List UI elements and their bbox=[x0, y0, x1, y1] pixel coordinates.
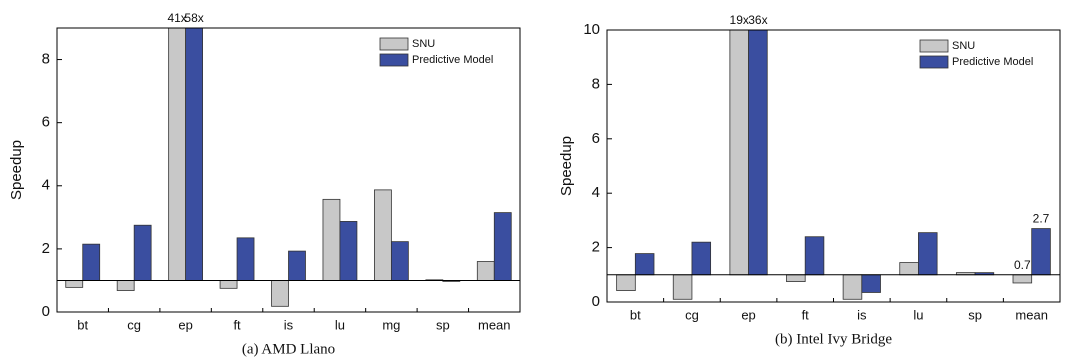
bar bbox=[236, 237, 255, 281]
y-axis-label: Speedup bbox=[8, 140, 25, 200]
y-axis-label: Speedup bbox=[558, 136, 575, 196]
bar bbox=[616, 274, 636, 291]
bar bbox=[729, 30, 749, 276]
x-tick-label: mg bbox=[382, 317, 400, 332]
x-tick-label: mean bbox=[478, 317, 511, 332]
bar bbox=[748, 30, 768, 276]
bar bbox=[219, 280, 238, 289]
bar bbox=[861, 274, 881, 293]
caption: (b) Intel Ivy Bridge bbox=[775, 331, 892, 347]
y-tick-label: 0 bbox=[592, 293, 600, 310]
bar bbox=[168, 28, 187, 281]
x-tick-label: cg bbox=[685, 307, 699, 322]
bar bbox=[899, 262, 919, 276]
bar bbox=[339, 221, 358, 281]
legend-swatch bbox=[379, 37, 409, 51]
bar bbox=[65, 280, 84, 288]
bar bbox=[82, 243, 101, 281]
x-tick-label: is bbox=[857, 307, 867, 322]
bar bbox=[918, 232, 938, 276]
bar bbox=[786, 274, 806, 282]
y-tick-label: 6 bbox=[42, 114, 50, 131]
x-tick-label: lu bbox=[335, 317, 345, 332]
bar bbox=[691, 241, 712, 276]
bar bbox=[133, 224, 152, 281]
caption: (a) AMD Llano bbox=[242, 341, 335, 357]
bar bbox=[672, 274, 693, 300]
bar bbox=[1012, 274, 1033, 284]
data-label: 2.7 bbox=[1033, 212, 1050, 226]
plot-frame bbox=[606, 29, 1061, 303]
x-tick-label: ep bbox=[178, 317, 192, 332]
y-tick-label: 8 bbox=[42, 51, 50, 68]
x-tick-label: cg bbox=[127, 317, 141, 332]
y-tick-label: 2 bbox=[42, 240, 50, 257]
y-tick-label: 6 bbox=[592, 130, 600, 147]
bar bbox=[476, 261, 495, 281]
bars bbox=[65, 28, 512, 307]
bar bbox=[271, 280, 289, 307]
chart: 0 2 4 6 8 10 Speedup bt cg ep 19x 36x ft is lu sp mean 0.… bbox=[558, 13, 1061, 347]
bar bbox=[804, 236, 825, 276]
bar bbox=[390, 241, 409, 281]
data-label: 19x bbox=[730, 13, 749, 27]
x-tick-label: sp bbox=[436, 317, 450, 332]
legend-swatch bbox=[919, 55, 949, 69]
x-tick-label: bt bbox=[77, 317, 88, 332]
bar bbox=[288, 250, 306, 281]
x-tick-label: ep bbox=[741, 307, 755, 322]
y-tick-label: 0 bbox=[42, 303, 50, 320]
x-tick-label: mean bbox=[1015, 307, 1048, 322]
bar bbox=[322, 198, 341, 281]
x-tick-label: ft bbox=[802, 307, 810, 322]
legend-swatch bbox=[919, 39, 949, 53]
y-tick-label: 4 bbox=[42, 177, 50, 194]
data-label: 36x bbox=[748, 13, 767, 27]
y-tick-label: 10 bbox=[583, 21, 600, 38]
data-label: 58x bbox=[184, 11, 203, 25]
y-tick-label: 2 bbox=[592, 239, 600, 256]
x-tick-label: bt bbox=[630, 307, 641, 322]
legend-label: SNU bbox=[952, 40, 975, 52]
x-tick-label: lu bbox=[913, 307, 923, 322]
x-tick-label: sp bbox=[968, 307, 982, 322]
y-tick-label: 4 bbox=[592, 184, 600, 201]
data-label: 41x bbox=[167, 11, 186, 25]
plot-frame bbox=[56, 27, 521, 313]
data-label: 0.7 bbox=[1014, 258, 1031, 272]
legend-label: Predictive Model bbox=[412, 54, 493, 66]
x-tick-label: is bbox=[284, 317, 294, 332]
bar bbox=[634, 253, 655, 276]
bar bbox=[116, 280, 135, 291]
bar bbox=[374, 189, 392, 281]
bar bbox=[1031, 228, 1051, 276]
x-tick-label: ft bbox=[233, 317, 241, 332]
legend-label: Predictive Model bbox=[952, 56, 1033, 68]
bars bbox=[616, 30, 1051, 300]
bar bbox=[842, 274, 863, 300]
legend-swatch bbox=[379, 53, 409, 67]
bar bbox=[185, 28, 203, 281]
bar bbox=[493, 212, 512, 281]
legend-label: SNU bbox=[412, 38, 435, 50]
y-tick-label: 8 bbox=[592, 75, 600, 92]
